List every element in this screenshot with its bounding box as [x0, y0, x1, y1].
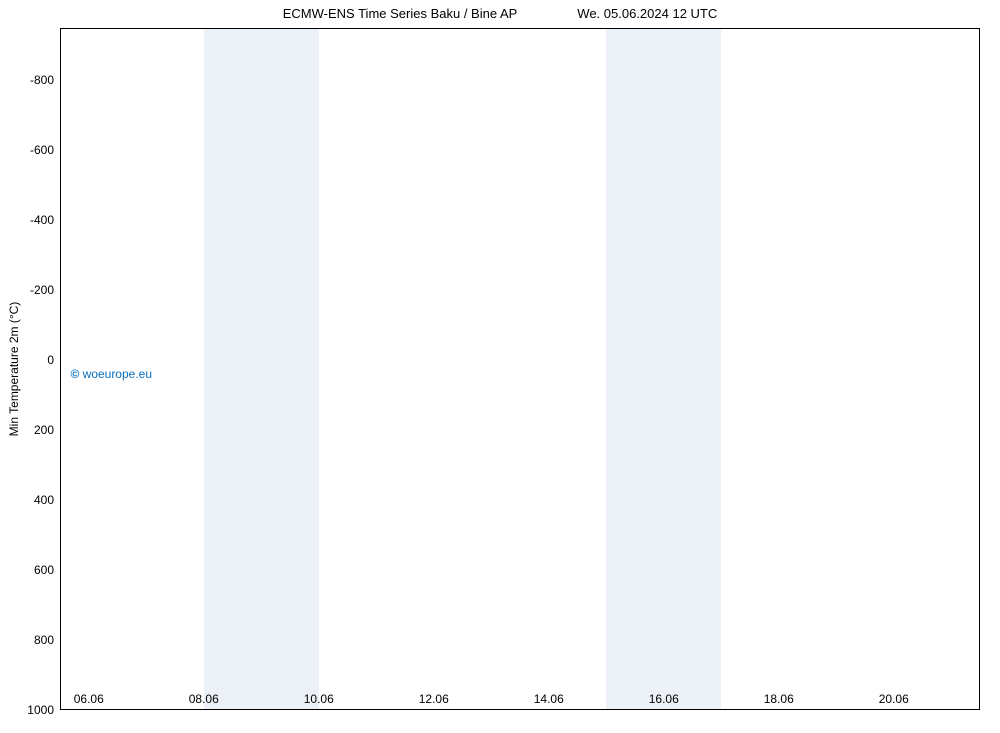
x-tick-label: 12.06	[419, 692, 449, 706]
chart-container: ECMW-ENS Time Series Baku / Bine AP We. …	[0, 0, 1000, 733]
x-tick-label: 08.06	[189, 692, 219, 706]
y-axis-label: Min Temperature 2m (°C)	[7, 302, 21, 437]
plot-border	[60, 28, 980, 710]
x-tick-label: 14.06	[534, 692, 564, 706]
copyright-icon: ©	[70, 367, 82, 381]
y-tick-label: -800	[30, 73, 54, 87]
watermark-text: woeurope.eu	[83, 367, 152, 381]
y-tick-label: 600	[34, 563, 54, 577]
y-tick-label: -400	[30, 213, 54, 227]
y-tick-label: 1000	[27, 703, 54, 717]
x-tick-label: 06.06	[74, 692, 104, 706]
y-tick-label: 0	[47, 353, 54, 367]
y-tick-label: 200	[34, 423, 54, 437]
y-tick-label: 800	[34, 633, 54, 647]
x-tick-label: 18.06	[764, 692, 794, 706]
chart-title-right: We. 05.06.2024 12 UTC	[577, 6, 717, 21]
y-tick-label: -600	[30, 143, 54, 157]
chart-title-left: ECMW-ENS Time Series Baku / Bine AP	[283, 6, 518, 21]
x-tick-label: 16.06	[649, 692, 679, 706]
watermark: © woeurope.eu	[70, 367, 152, 381]
x-tick-label: 20.06	[879, 692, 909, 706]
x-tick-label: 10.06	[304, 692, 334, 706]
y-tick-label: -200	[30, 283, 54, 297]
chart-title-row: ECMW-ENS Time Series Baku / Bine AP We. …	[0, 0, 1000, 26]
y-tick-label: 400	[34, 493, 54, 507]
